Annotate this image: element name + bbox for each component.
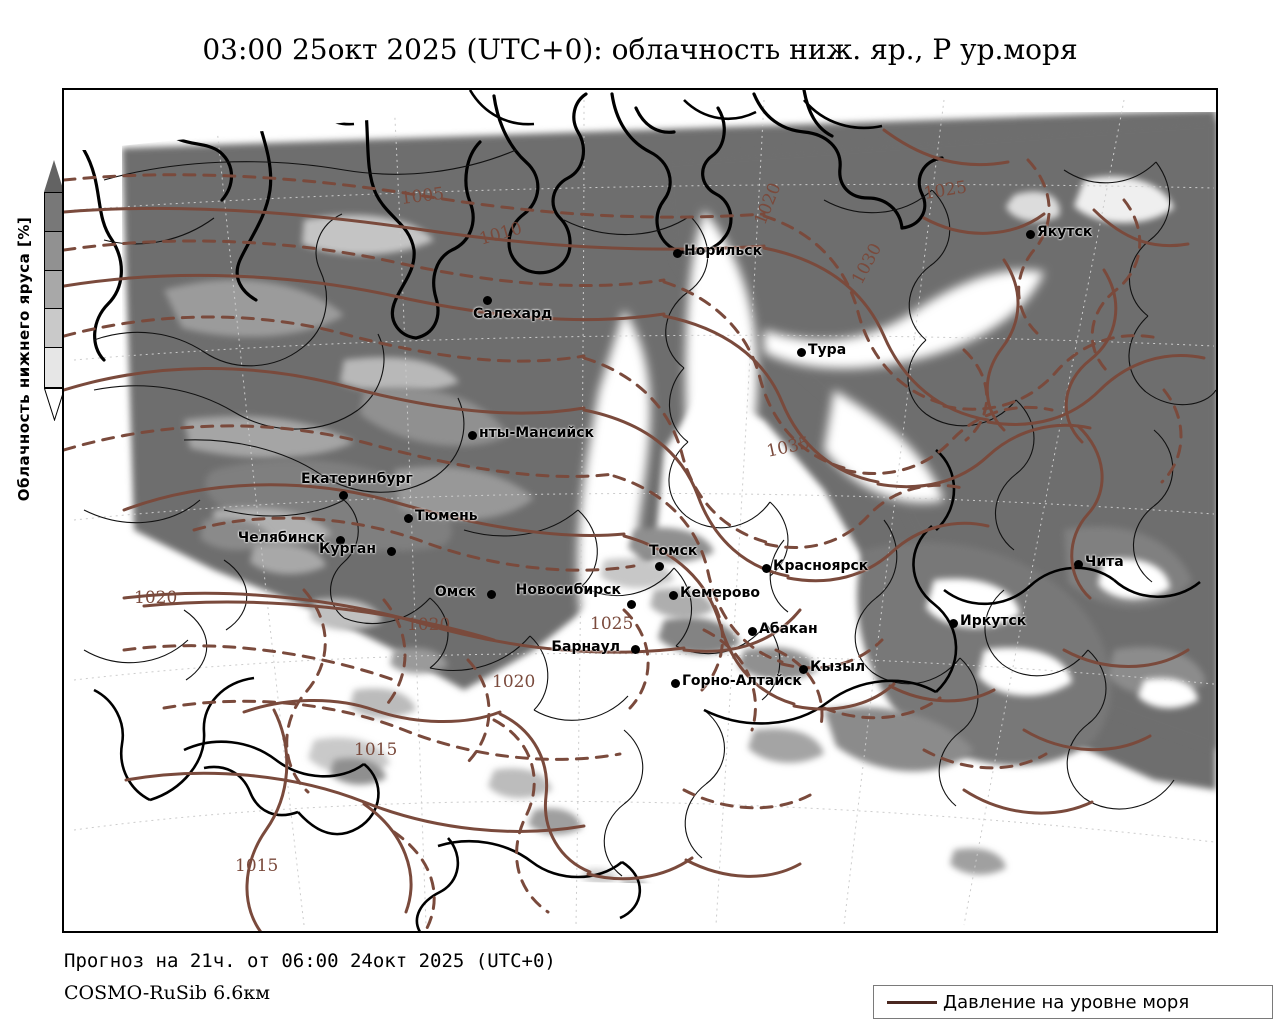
city-label: нты-Мансийск: [479, 425, 595, 441]
city-label: Челябинск: [237, 530, 325, 546]
isobars-solid: [64, 128, 1206, 931]
city-label: Иркутск: [960, 613, 1027, 629]
city-label: Курган: [318, 541, 376, 557]
colorbar-bottom-arrow: [44, 388, 65, 421]
city-marker-dot: [487, 590, 496, 599]
isobar-label-1020-c: 1020: [407, 615, 451, 635]
city-marker-dot: [673, 249, 682, 258]
map-canvas: [64, 90, 1216, 931]
city-label: Якутск: [1037, 224, 1093, 240]
city-marker-dot: [468, 431, 477, 440]
city-marker-dot: [671, 679, 680, 688]
isobars-dashed: [64, 158, 1183, 931]
city-label: Кемерово: [680, 585, 760, 601]
isobar-label-1020-b: 1020: [134, 588, 178, 608]
isobar-label-1025-b: 1025: [590, 614, 634, 634]
weather-map[interactable]: Якутск Норильск Салехард Тура нты-Мансий…: [62, 88, 1218, 933]
colorbar-segment-30: [45, 309, 64, 349]
city-marker-dot: [1074, 560, 1083, 569]
city-label: Екатеринбург: [301, 471, 413, 487]
graticule: [73, 99, 1215, 926]
city-marker-dot: [949, 619, 958, 628]
city-label: Тюмень: [415, 508, 478, 524]
colorbar-segment-10: [45, 348, 64, 387]
colorbar-top-arrow: [44, 160, 64, 192]
pressure-legend-label: Давление на уровне моря: [943, 991, 1190, 1013]
city-label: Кызыл: [810, 659, 866, 675]
isobar-label-1015-b: 1015: [235, 856, 279, 876]
colorbar-segment-90: [45, 193, 64, 232]
isobar-label-1015-a: 1015: [354, 740, 398, 760]
city-label: Абакан: [759, 621, 818, 637]
city-marker-dot: [339, 491, 348, 500]
city-marker-dot: [627, 600, 636, 609]
city-label: Барнаул: [551, 639, 620, 655]
city-label: Норильск: [684, 243, 763, 259]
model-info-line: COSMO-RuSib 6.6км: [64, 982, 270, 1004]
city-marker-dot: [762, 564, 771, 573]
isobar-label-1020-d: 1020: [492, 672, 536, 692]
city-marker-dot: [1026, 230, 1035, 239]
page-title: 03:00 25окт 2025 (UTC+0): облачность ниж…: [202, 33, 1078, 66]
city-marker-dot: [631, 645, 640, 654]
national-borders: [93, 90, 1201, 931]
forecast-info-line: Прогноз на 21ч. от 06:00 24окт 2025 (UTC…: [64, 950, 556, 972]
coastline: [82, 90, 944, 362]
colorbar-segment-70: [45, 231, 64, 271]
data-boundary: [64, 90, 466, 150]
city-marker-dot: [748, 627, 757, 636]
city-marker-dot: [797, 348, 806, 357]
city-marker-dot: [655, 562, 664, 571]
administrative-borders: [83, 149, 1216, 877]
city-label: Салехард: [473, 306, 553, 322]
city-marker-dot: [404, 514, 413, 523]
city-marker-dot: [483, 296, 492, 305]
city-marker-dot: [669, 591, 678, 600]
pressure-legend: Давление на уровне моря: [873, 985, 1273, 1019]
city-label: Тура: [808, 342, 847, 358]
city-label: Новосибирск: [515, 582, 621, 598]
city-marker-dot: [387, 547, 396, 556]
city-marker-dot: [336, 536, 345, 545]
city-label: Чита: [1085, 554, 1124, 570]
city-label: Омск: [434, 584, 476, 600]
pressure-legend-line-icon: [887, 1000, 937, 1004]
city-label: Горно-Алтайск: [682, 673, 802, 689]
city-label: Томск: [649, 543, 698, 559]
colorbar-axis-label: Облачность нижнего яруса [%]: [15, 216, 33, 502]
city-label: Красноярск: [773, 558, 869, 574]
colorbar-segment-50: [45, 270, 64, 310]
city-marker-dot: [799, 665, 808, 674]
